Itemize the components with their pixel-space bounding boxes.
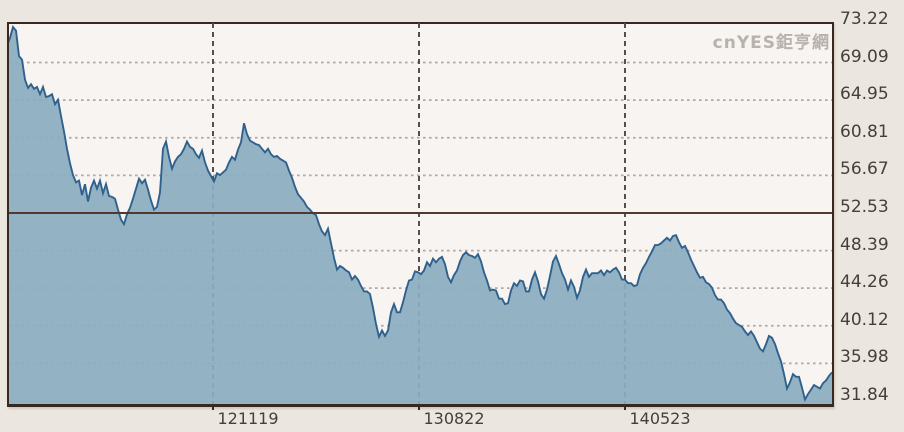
x-axis-tick-mark xyxy=(624,405,626,410)
x-axis-tick-label: 130822 xyxy=(423,409,485,428)
y-axis-tick-label: 64.95 xyxy=(840,84,889,104)
y-axis-tick-label: 48.39 xyxy=(840,235,889,255)
x-axis-tick-label: 121119 xyxy=(217,409,279,428)
chart-plot-area[interactable] xyxy=(7,22,834,407)
x-axis-tick-mark xyxy=(212,405,214,410)
y-axis-tick-label: 69.09 xyxy=(840,47,889,67)
y-axis-tick-label: 56.67 xyxy=(840,159,889,179)
y-axis-tick-label: 35.98 xyxy=(840,347,889,367)
y-axis-tick-label: 52.53 xyxy=(840,197,889,217)
watermark: cnYES鉅亨網 xyxy=(712,33,830,53)
y-axis-tick-label: 60.81 xyxy=(840,122,889,142)
y-axis-tick-label: 31.84 xyxy=(840,385,889,405)
y-axis-tick-label: 40.12 xyxy=(840,310,889,330)
y-axis-tick-label: 73.22 xyxy=(840,9,889,29)
y-axis-tick-label: 44.26 xyxy=(840,272,889,292)
x-axis-tick-mark xyxy=(418,405,420,410)
x-axis-tick-label: 140523 xyxy=(629,409,691,428)
